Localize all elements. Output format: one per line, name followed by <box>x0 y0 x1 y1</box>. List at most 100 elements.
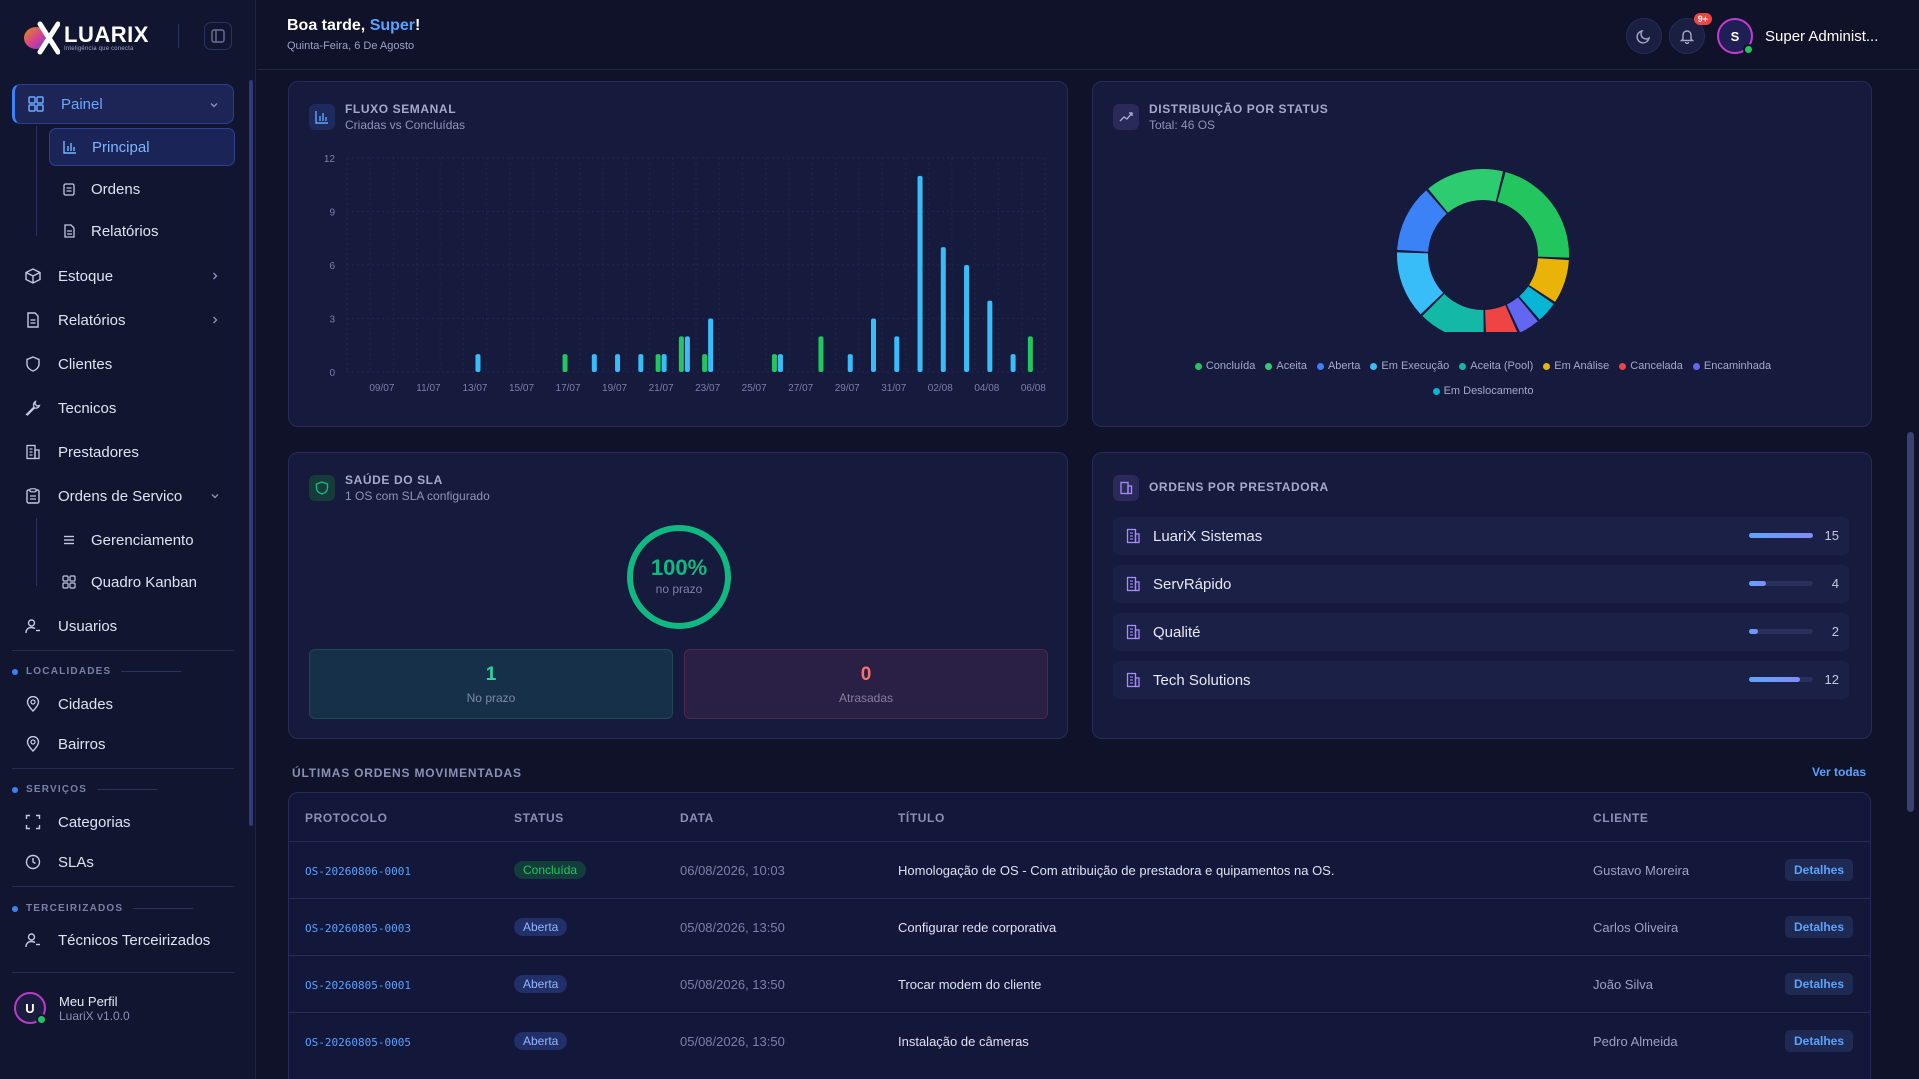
prestadora-row[interactable]: LuariX Sistemas 15 <box>1113 517 1849 555</box>
table-row[interactable]: OS-20260806-0001 Concluída 06/08/2026, 10:… <box>289 841 1870 898</box>
legend-label: Aceita (Pool) <box>1470 360 1534 372</box>
sidebar-item-prestadores[interactable]: Prestadores <box>12 432 234 472</box>
legend-item[interactable]: Em Análise <box>1543 360 1609 372</box>
table-row[interactable]: OS-20260805-0001 Aberta 05/08/2026, 13:50 T… <box>289 955 1870 1012</box>
bar[interactable] <box>964 265 970 372</box>
bar[interactable] <box>871 318 876 373</box>
column-header[interactable]: TÍTULO <box>898 811 945 825</box>
sidebar-item-relatorios[interactable]: Relatórios <box>12 300 234 340</box>
protocol-link[interactable]: OS-20260805-0005 <box>305 1036 411 1049</box>
prestadora-row[interactable]: ServRápido 4 <box>1113 565 1849 603</box>
details-button[interactable]: Detalhes <box>1785 1030 1854 1052</box>
details-button[interactable]: Detalhes <box>1785 916 1854 938</box>
sidebar-scrollbar[interactable] <box>249 80 253 826</box>
x-tick-label: 02/08 <box>928 383 953 394</box>
notifications-button[interactable]: 9+ <box>1669 13 1712 54</box>
bar[interactable] <box>1027 336 1033 372</box>
bar[interactable] <box>940 247 946 372</box>
sidebar-item-tecnicos-terceirizados[interactable]: Técnicos Terceirizados <box>12 920 234 960</box>
donut-slice[interactable] <box>1397 252 1444 315</box>
column-header[interactable]: DATA <box>680 811 714 825</box>
brand-logo[interactable]: LUARIX Inteligência que conecta <box>22 18 232 58</box>
sidebar-item-relatorios-sub[interactable]: Relatórios <box>49 212 235 250</box>
bar[interactable] <box>708 318 714 373</box>
card-title: SAÚDE DO SLA <box>345 473 443 487</box>
legend-item[interactable]: Aceita (Pool) <box>1459 360 1533 372</box>
legend-item[interactable]: Cancelada <box>1619 360 1683 372</box>
profile-link[interactable]: U Meu Perfil LuariX v1.0.0 <box>14 986 244 1030</box>
table-row[interactable]: OS-20260805-0003 Aberta 05/08/2026, 13:50 C… <box>289 898 1870 955</box>
sidebar-item-categorias[interactable]: Categorias <box>12 802 234 842</box>
sidebar-item-tecnicos[interactable]: Tecnicos <box>12 388 234 428</box>
bar[interactable] <box>987 300 993 372</box>
protocol-link[interactable]: OS-20260805-0001 <box>305 979 411 992</box>
details-button[interactable]: Detalhes <box>1785 859 1854 881</box>
column-header[interactable]: STATUS <box>514 811 564 825</box>
bar[interactable] <box>847 354 853 372</box>
legend-item[interactable]: Em Execução <box>1370 360 1449 372</box>
bar[interactable] <box>655 354 661 372</box>
sidebar-item-clientes[interactable]: Clientes <box>12 344 234 384</box>
legend-item[interactable]: Encaminhada <box>1692 360 1771 372</box>
column-header[interactable]: CLIENTE <box>1593 811 1649 825</box>
main-scrollbar[interactable] <box>1907 432 1914 812</box>
legend-item[interactable]: Aceita <box>1265 360 1307 372</box>
bar[interactable] <box>917 175 923 372</box>
sidebar-item-usuarios[interactable]: Usuarios <box>12 606 234 646</box>
sidebar-item-slas[interactable]: SLAs <box>12 842 234 882</box>
bar[interactable] <box>638 354 644 372</box>
theme-toggle-button[interactable] <box>1626 18 1662 54</box>
donut-slice[interactable] <box>1506 297 1538 332</box>
legend-item[interactable]: Aberta <box>1316 360 1361 372</box>
legend-item[interactable]: Concluída <box>1194 360 1256 372</box>
donut-slice[interactable] <box>1497 172 1569 258</box>
prestadora-row[interactable]: Tech Solutions 12 <box>1113 661 1849 699</box>
sidebar-item-bairros[interactable]: Bairros <box>12 724 234 764</box>
on-time-label: No prazo <box>466 690 516 705</box>
sidebar-item-ordens[interactable]: Ordens <box>49 170 235 208</box>
protocol-link[interactable]: OS-20260806-0001 <box>305 865 411 878</box>
bar[interactable] <box>475 354 481 372</box>
legend-swatch <box>1265 362 1273 370</box>
current-date: Quinta-Feira, 6 De Agosto <box>287 40 415 52</box>
donut-slice[interactable] <box>1397 190 1447 252</box>
bar[interactable] <box>591 354 597 372</box>
sidebar-item-ordens-servico[interactable]: Ordens de Servico <box>12 476 234 516</box>
legend-label: Aberta <box>1327 360 1361 372</box>
donut-slice[interactable] <box>1529 258 1569 302</box>
sidebar-item-cidades[interactable]: Cidades <box>12 684 234 724</box>
protocol-link[interactable]: OS-20260805-0003 <box>305 922 411 935</box>
donut-slice[interactable] <box>1519 286 1554 320</box>
bar[interactable] <box>661 354 667 372</box>
bar[interactable] <box>1010 354 1016 372</box>
details-button[interactable]: Detalhes <box>1785 973 1854 995</box>
legend-label: Concluída <box>1205 360 1256 372</box>
bar[interactable] <box>684 336 690 372</box>
sidebar-item-painel[interactable]: Painel <box>12 84 234 124</box>
card-subtitle: Total: 46 OS <box>1149 118 1216 132</box>
bar[interactable] <box>615 354 621 372</box>
bar[interactable] <box>562 354 568 372</box>
donut-slice[interactable] <box>1428 169 1504 213</box>
bar[interactable] <box>771 354 777 372</box>
table-row[interactable]: OS-20260805-0005 Aberta 05/08/2026, 13:50 I… <box>289 1012 1870 1069</box>
bar[interactable] <box>777 354 783 372</box>
bar[interactable] <box>702 354 708 372</box>
prestadora-row[interactable]: Qualité 2 <box>1113 613 1849 651</box>
sidebar-item-estoque[interactable]: Estoque <box>12 256 234 296</box>
donut-slice[interactable] <box>1485 305 1518 332</box>
column-header[interactable]: PROTOCOLO <box>305 811 388 825</box>
user-menu[interactable]: S Super Administ... <box>1717 18 1878 55</box>
bar[interactable] <box>894 336 900 372</box>
donut-slice[interactable] <box>1422 294 1484 332</box>
sidebar-item-principal[interactable]: Principal <box>49 128 235 166</box>
see-all-link[interactable]: Ver todas <box>1812 765 1867 779</box>
collapse-sidebar-button[interactable] <box>204 22 232 50</box>
bar[interactable] <box>818 336 824 372</box>
client-cell: Carlos Oliveira <box>1593 920 1679 935</box>
sidebar-item-kanban[interactable]: Quadro Kanban <box>49 563 235 601</box>
legend-item[interactable]: Em Deslocamento <box>1432 385 1533 397</box>
bar[interactable] <box>678 336 684 372</box>
sidebar-item-gerenciamento[interactable]: Gerenciamento <box>49 521 235 559</box>
legend-label: Em Análise <box>1554 360 1610 372</box>
